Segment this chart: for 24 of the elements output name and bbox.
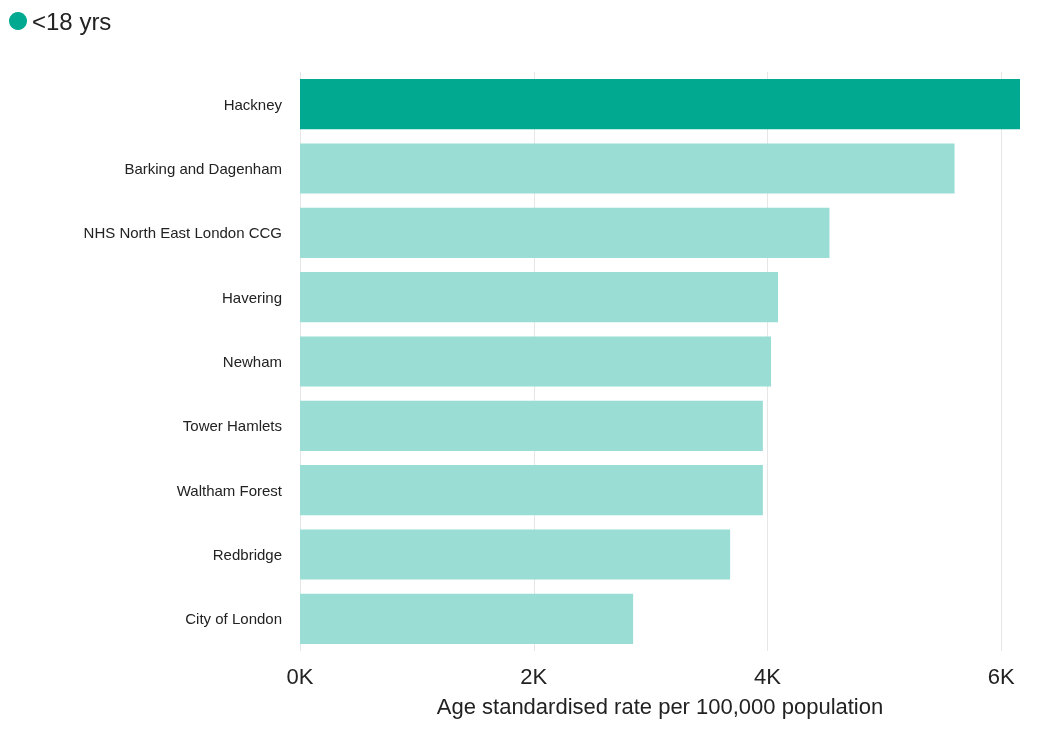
y-tick-label: NHS North East London CCG [83,224,282,242]
y-tick-label: Redbridge [212,546,282,563]
y-tick-label: Barking and Dagenham [124,160,282,177]
y-tick-label: Newham [222,353,282,370]
bar [300,465,763,516]
y-tick-label: Tower Hamlets [182,417,282,435]
bar [300,207,830,258]
x-tick-label: 0K [286,663,314,689]
x-axis-title: Age standardised rate per 100,000 population [436,693,884,719]
bar [300,400,763,451]
bar [300,593,634,644]
y-tick-label: City of London [185,610,282,628]
y-tick-label: Waltham Forest [176,481,283,499]
y-tick-label: Hackney [223,95,283,113]
bar [300,529,731,580]
x-tick-label: 2K [520,663,548,689]
bar [300,336,772,387]
x-tick-label: 6K [987,663,1016,689]
x-tick-label: 4K [754,663,782,689]
legend-label: <18 yrs [32,7,112,35]
bar [300,79,1020,130]
bar [300,272,779,323]
y-tick-label: Havering [221,288,282,306]
bar [300,143,955,194]
